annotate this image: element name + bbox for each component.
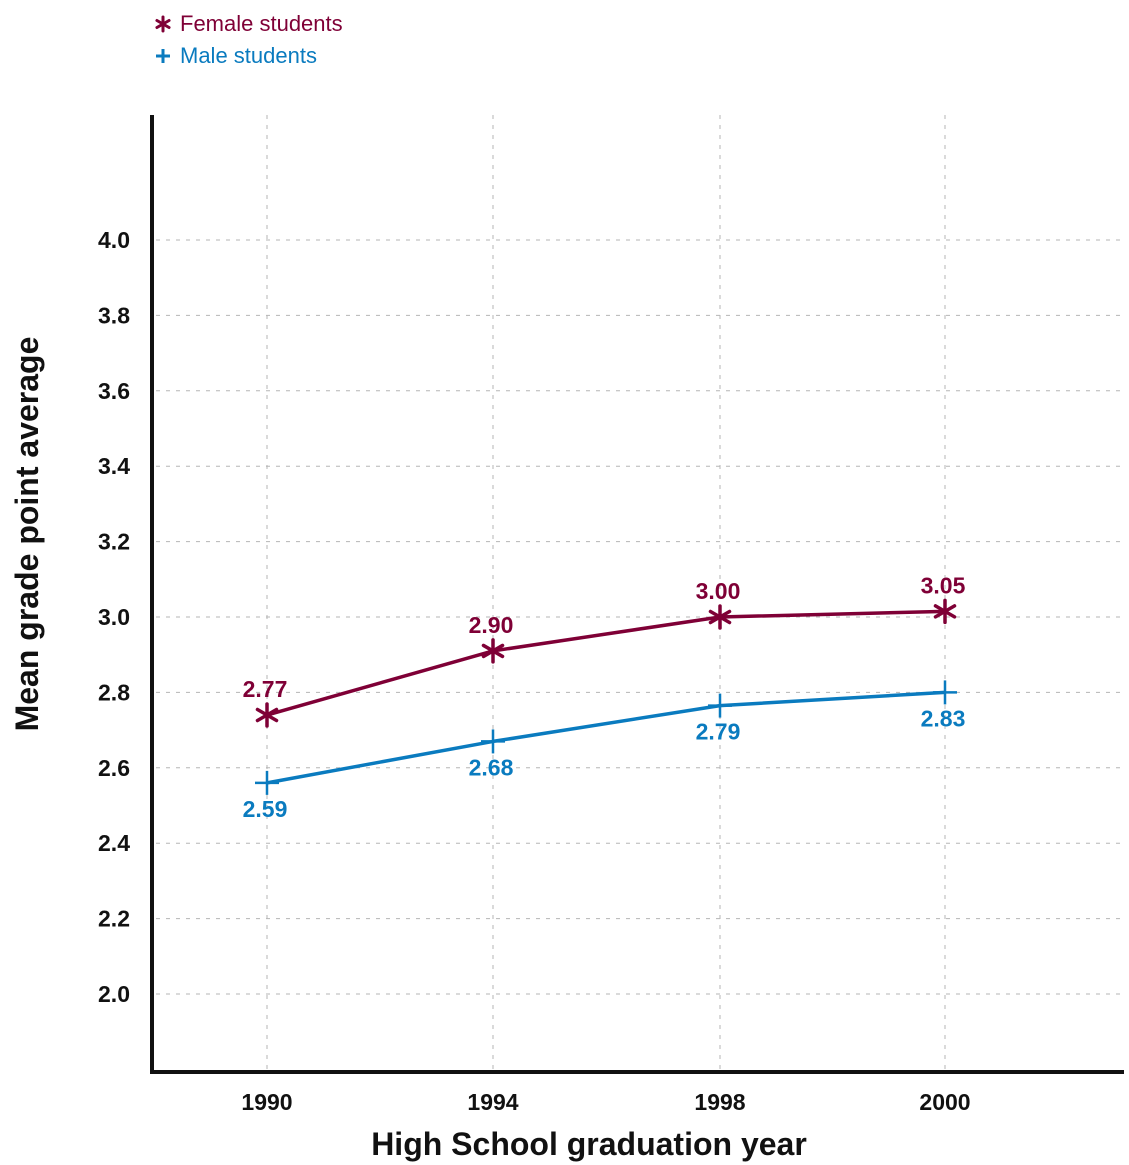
data-label: 3.05 — [921, 572, 966, 598]
x-tick-labels: 1990 1994 1998 2000 — [241, 1089, 970, 1115]
y-tick-label: 3.0 — [98, 604, 130, 630]
y-tick-label: 2.6 — [98, 755, 130, 781]
y-tick-label: 3.4 — [98, 453, 130, 479]
grid — [156, 115, 1124, 1070]
legend-item-male: Male students — [156, 43, 317, 68]
y-tick-label: 2.4 — [98, 830, 130, 856]
y-tick-label: 2.2 — [98, 906, 130, 932]
data-point-plus — [708, 693, 732, 718]
data-point-asterisk — [255, 702, 279, 728]
x-tick-label: 1990 — [241, 1089, 292, 1115]
data-point-asterisk — [933, 598, 957, 625]
data-point-asterisk — [481, 638, 505, 664]
legend-label-female: Female students — [180, 11, 343, 36]
data-label: 2.90 — [469, 612, 514, 638]
data-point-asterisk — [708, 604, 732, 630]
series — [255, 598, 957, 795]
data-point-plus — [255, 770, 279, 795]
data-label: 2.59 — [243, 796, 288, 822]
series-female-students — [255, 598, 957, 728]
y-tick-label: 2.0 — [98, 981, 130, 1007]
x-axis-title: High School graduation year — [371, 1126, 807, 1162]
x-tick-label: 1998 — [694, 1089, 745, 1115]
legend-label-male: Male students — [180, 43, 317, 68]
data-label: 2.83 — [921, 705, 966, 731]
x-tick-label: 1994 — [467, 1089, 518, 1115]
data-label: 2.77 — [243, 676, 288, 702]
axes — [150, 115, 1124, 1074]
series-line — [266, 609, 946, 717]
data-point-plus — [933, 680, 957, 705]
legend: Female students Male students — [155, 11, 343, 68]
y-tick-labels: 2.0 2.2 2.4 2.6 2.8 3.0 3.2 3.4 3.6 3.8 4.0 — [98, 227, 130, 1007]
data-label: 2.79 — [696, 719, 741, 745]
y-tick-label: 4.0 — [98, 227, 130, 253]
legend-marker-plus-icon — [156, 49, 170, 63]
data-label: 3.00 — [696, 578, 741, 604]
legend-marker-asterisk-icon — [155, 15, 171, 33]
x-tick-label: 2000 — [919, 1089, 970, 1115]
data-point-plus — [481, 729, 505, 754]
y-tick-label: 2.8 — [98, 679, 130, 705]
series-line — [266, 690, 946, 785]
legend-item-female: Female students — [155, 11, 343, 36]
data-labels: 2.77 2.90 3.00 3.05 2.59 2.68 2.79 2.83 — [243, 572, 966, 822]
y-tick-label: 3.2 — [98, 529, 130, 555]
y-axis-title: Mean grade point average — [9, 337, 45, 732]
data-label: 2.68 — [469, 754, 514, 780]
y-tick-label: 3.6 — [98, 378, 130, 404]
y-tick-label: 3.8 — [98, 302, 130, 328]
series-male-students — [255, 680, 957, 795]
